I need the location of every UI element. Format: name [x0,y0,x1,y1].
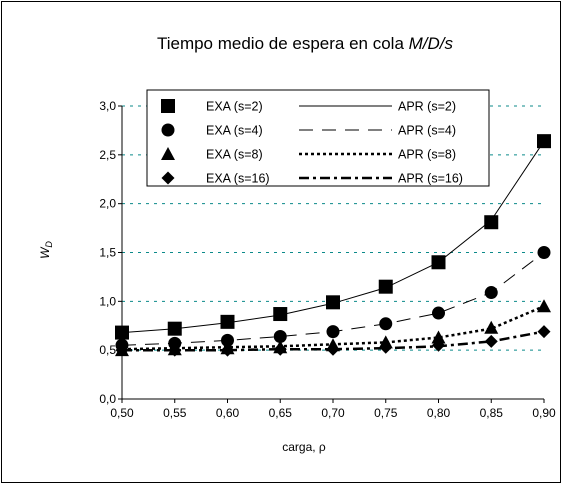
data-point [326,295,340,310]
legend-marker [161,147,175,160]
legend-marker [161,171,175,185]
data-point [484,334,498,348]
data-point [273,329,287,343]
data-point [115,325,129,340]
series-markers-exa-s-4- [115,246,551,352]
legend: EXA (s=2) APR (s=2) EXA (s=4) APR (s=4) EXA … [146,89,490,187]
x-tick-label: 0,70 [321,406,345,420]
data-point [537,134,551,149]
data-point [484,215,499,230]
x-tick-label: 0,75 [374,406,398,420]
legend-label: APR (s=2) [398,100,456,114]
data-point [167,321,182,336]
legend-label: APR (s=4) [398,124,456,138]
data-point [221,333,234,347]
data-point [484,320,499,334]
y-tick-label: 0,0 [99,392,116,406]
series-markers-exa-s-16- [115,325,551,357]
y-axis-label: WD [38,241,54,259]
y-tick-label: 2,0 [99,197,116,211]
x-tick-label: 0,60 [216,406,240,420]
legend-label: EXA (s=2) [206,100,263,114]
data-point [273,342,287,356]
x-tick-label: 0,50 [110,406,134,420]
data-point [168,343,182,357]
y-tick-label: 1,0 [99,294,116,308]
legend-label: APR (s=8) [398,148,456,162]
chart-title: Tiempo medio de espera en cola M/D/s [157,34,454,53]
x-tick-label: 0,85 [480,406,504,420]
legend-label: EXA (s=4) [206,124,263,138]
data-point [221,343,234,357]
y-tick-label: 1,5 [99,246,116,260]
y-tick-label: 2,5 [99,148,116,162]
legend-label: EXA (s=16) [206,172,270,186]
x-tick-label: 0,90 [532,406,556,420]
data-point [326,342,340,356]
series-markers [115,134,551,357]
y-tick-label: 0,5 [99,343,116,357]
x-tick-label: 0,55 [163,406,187,420]
data-point [431,255,446,270]
tick-labels: 0,0 0,5 1,0 1,5 2,0 2,5 3,0 0,50 0,55 0,60 0,65 0,7… [99,99,556,420]
data-point [378,279,393,294]
x-tick-label: 0,80 [427,406,451,420]
legend-label: APR (s=16) [398,172,463,186]
legend-marker [161,99,175,113]
data-point [326,325,340,339]
x-axis-label: carga, ρ [282,440,326,454]
data-point [537,299,551,313]
data-point [220,314,235,329]
data-point [273,307,288,322]
data-point [484,286,498,300]
data-point [431,330,446,344]
legend-label: EXA (s=8) [206,148,263,162]
x-tick-label: 0,65 [269,406,293,420]
data-point [432,306,445,320]
data-point [537,246,551,259]
data-point [115,343,129,357]
y-tick-label: 3,0 [99,99,116,113]
data-point [537,325,551,339]
legend-marker [161,123,175,137]
series-markers-exa-s-2- [115,134,551,340]
data-point [432,338,445,352]
data-point [379,317,393,331]
data-point [379,340,393,354]
